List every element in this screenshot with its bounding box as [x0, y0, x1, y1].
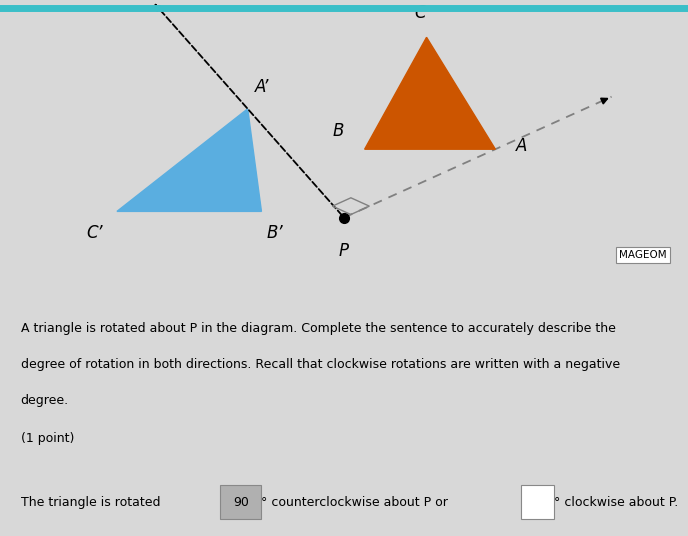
Text: P: P — [339, 242, 349, 260]
Text: A triangle is rotated about P in the diagram. Complete the sentence to accuratel: A triangle is rotated about P in the dia… — [21, 322, 616, 335]
Text: ° counterclockwise about P or: ° counterclockwise about P or — [261, 496, 452, 509]
Polygon shape — [117, 109, 261, 211]
Polygon shape — [365, 38, 495, 149]
Text: B’: B’ — [267, 224, 283, 242]
Text: MAGEOM: MAGEOM — [619, 250, 667, 260]
Text: 90: 90 — [233, 496, 249, 509]
Text: A’: A’ — [255, 78, 269, 96]
Text: A: A — [516, 137, 528, 155]
FancyBboxPatch shape — [220, 486, 261, 519]
Text: C: C — [414, 4, 425, 22]
Text: B: B — [332, 122, 344, 140]
Text: ° clockwise about P.: ° clockwise about P. — [554, 496, 678, 509]
Text: (1 point): (1 point) — [21, 433, 74, 445]
FancyBboxPatch shape — [521, 486, 554, 519]
Text: degree of rotation in both directions. Recall that clockwise rotations are writt: degree of rotation in both directions. R… — [21, 358, 620, 371]
Text: degree.: degree. — [21, 394, 69, 407]
Text: The triangle is rotated: The triangle is rotated — [21, 496, 164, 509]
Text: C’: C’ — [87, 224, 103, 242]
